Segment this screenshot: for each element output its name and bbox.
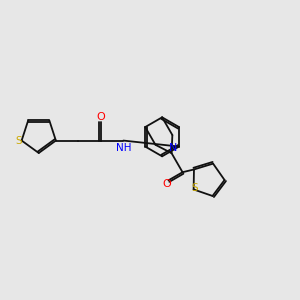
- Text: N: N: [169, 142, 177, 153]
- Text: O: O: [162, 179, 171, 189]
- Text: S: S: [192, 183, 198, 193]
- Text: NH: NH: [116, 142, 132, 153]
- Text: O: O: [97, 112, 105, 122]
- Text: S: S: [16, 136, 22, 146]
